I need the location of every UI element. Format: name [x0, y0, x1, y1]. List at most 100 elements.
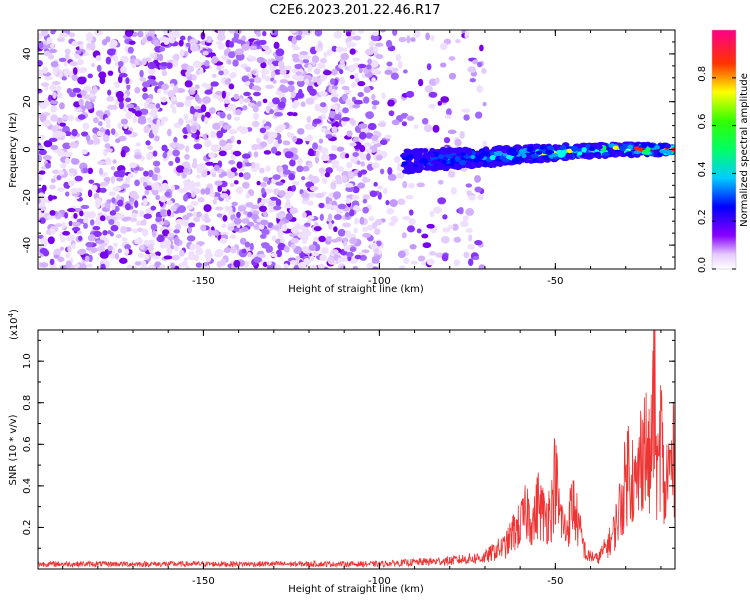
- spectrogram-cell: [286, 111, 295, 116]
- snr-frame: [37, 329, 676, 570]
- spectrogram-cell: [472, 256, 480, 261]
- spectrogram-cell: [71, 221, 81, 227]
- spectrogram-ridge-cell: [483, 146, 490, 151]
- spectrogram-cell: [171, 106, 177, 114]
- spectrogram-cell: [194, 181, 201, 188]
- spectrogram-cell: [367, 122, 377, 131]
- spectrogram-cell: [323, 51, 328, 58]
- spectrogram-cell: [311, 55, 320, 64]
- colorbar-tick-label: 0.2: [697, 209, 708, 225]
- spectrogram-cell: [144, 189, 150, 196]
- spectrogram-cell: [346, 64, 356, 73]
- spectrogram-cell: [341, 85, 350, 91]
- spectrogram-cell: [467, 258, 474, 267]
- spectrogram-cell: [368, 41, 376, 47]
- spectrogram-cell: [104, 143, 111, 149]
- spectrogram-cell: [204, 60, 210, 67]
- spectrogram-cell: [230, 246, 237, 254]
- spectrogram-cell: [290, 237, 299, 244]
- spectrogram-cell: [99, 251, 109, 259]
- spectrogram-cell: [126, 103, 135, 109]
- spectrogram-cell: [128, 190, 138, 198]
- spectrogram-ridge-cell: [417, 162, 424, 169]
- spectrogram-cell: [239, 98, 244, 105]
- spectrogram-cell: [197, 163, 206, 169]
- spectrogram-cell: [482, 140, 487, 148]
- spectrogram-cell: [125, 111, 133, 120]
- spectrogram-cell: [244, 81, 250, 87]
- spectrogram-cell: [426, 63, 432, 71]
- spectrogram-cell: [80, 263, 87, 269]
- spectrogram-cell: [272, 79, 277, 84]
- spectrogram-cell: [360, 169, 368, 175]
- spectrogram-cell: [357, 80, 366, 87]
- spectrogram-cell: [474, 175, 481, 183]
- spectrogram-ridge-cell: [506, 154, 512, 160]
- spectrogram-cell: [81, 148, 88, 155]
- spectrogram-cell: [108, 219, 115, 225]
- spectrogram-cell: [212, 122, 221, 131]
- spectrogram-cell: [237, 205, 247, 212]
- spectrogram-cell: [461, 108, 471, 113]
- spectrogram-cell: [334, 174, 342, 182]
- spectrogram-cell: [233, 259, 241, 268]
- spectrogram-cell: [371, 77, 376, 83]
- spectrogram-cell: [113, 242, 118, 248]
- spectrogram-cell: [309, 88, 317, 96]
- spectrogram-cell: [261, 229, 270, 235]
- spectrogram-cell: [437, 197, 447, 205]
- spectrogram-cell: [38, 170, 46, 175]
- spectrogram-cell: [284, 204, 293, 209]
- spectrogram-cell: [418, 78, 424, 87]
- spectrogram-ridge-cell: [648, 143, 657, 148]
- spectrogram-ridge-cell: [584, 152, 593, 158]
- spectrogram-cell: [275, 198, 282, 207]
- spectrogram-cell: [363, 86, 371, 94]
- spectrogram-cell: [181, 171, 187, 179]
- spectrogram-cell: [228, 226, 235, 231]
- spectrogram-cell: [189, 38, 198, 45]
- spectrogram-cell: [277, 242, 286, 251]
- spectrogram-cell: [159, 46, 165, 52]
- spectrogram-cell: [318, 202, 325, 209]
- spectrogram-cell: [390, 72, 399, 80]
- spectrogram-cell: [141, 228, 149, 237]
- spectrogram-cell: [361, 177, 371, 183]
- spectrogram-cell: [263, 150, 272, 155]
- spectrogram-ridge-cell: [454, 156, 461, 162]
- spectrogram-cell: [447, 170, 456, 178]
- spectrogram-cell: [143, 170, 149, 177]
- spectrogram-cell: [354, 254, 362, 260]
- spectrogram-cell: [383, 187, 388, 195]
- spectrogram-cell: [160, 116, 169, 123]
- spectrogram-cell: [144, 185, 153, 191]
- spectrogram-cell: [254, 76, 262, 84]
- spectrogram-cell: [271, 225, 280, 230]
- spectrogram-cell: [292, 135, 298, 143]
- spectrogram-cell: [426, 258, 435, 266]
- spectrogram-cell: [410, 37, 416, 42]
- spectrogram-cell: [229, 41, 235, 48]
- spectrogram-cell: [345, 211, 350, 218]
- spectrogram-cell: [152, 39, 160, 47]
- spectrogram-cell: [445, 108, 452, 116]
- spectrogram-cell: [125, 203, 131, 211]
- spectrogram-cell: [51, 125, 59, 133]
- spectrogram-cell: [134, 200, 139, 208]
- spectrogram-cell: [174, 223, 182, 231]
- spectrogram-cell: [283, 245, 290, 253]
- spectrogram-cell: [87, 73, 93, 79]
- spectrogram-cell: [263, 210, 268, 217]
- spectrogram-cell: [299, 51, 309, 56]
- spectrogram-cell: [429, 210, 435, 218]
- spectrogram-cell: [119, 101, 124, 110]
- spectrogram-cell: [204, 111, 211, 119]
- spectrogram-cell: [285, 212, 293, 221]
- spectrogram-cell: [364, 48, 374, 56]
- spectrogram-ridge-cell: [642, 149, 650, 155]
- spectrogram-cell: [189, 44, 199, 52]
- spectrogram-cell: [357, 182, 366, 189]
- spectrogram-cell: [289, 207, 298, 214]
- spectrogram-cell: [172, 30, 181, 38]
- spectrogram-cell: [38, 173, 42, 178]
